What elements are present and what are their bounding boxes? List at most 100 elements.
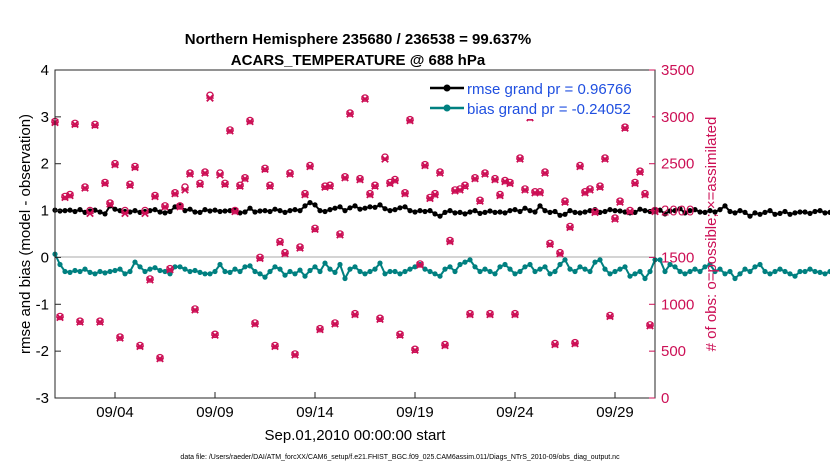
bias-point <box>752 264 758 270</box>
obs-possible-marker <box>291 350 299 358</box>
obs-assimilated-marker <box>376 315 384 324</box>
rmse-point <box>827 209 830 215</box>
y-right-tick-label: 2500 <box>661 156 694 173</box>
rmse-point <box>742 209 748 215</box>
bias-point <box>392 268 398 275</box>
axis-layer: -3 -2 -1 0 1 2 3 4 0 500 1000 1500 2000 2500 3000 3500 0… <box>36 62 695 421</box>
bias-point <box>787 271 793 277</box>
obs-assimilated-marker <box>251 320 259 328</box>
bias-point <box>637 268 643 275</box>
bias-point <box>207 271 213 277</box>
rmse-point <box>697 209 703 215</box>
x-tick-label: 09/04 <box>96 404 134 421</box>
rmse-point <box>417 208 423 214</box>
bias-point <box>377 260 383 266</box>
obs-possible-marker <box>576 161 584 170</box>
obs-possible-marker <box>376 314 384 323</box>
obs-possible-marker <box>281 248 289 257</box>
bias-point <box>402 268 408 275</box>
rmse-point <box>362 205 368 211</box>
rmse-point <box>397 205 403 211</box>
obs-possible-marker <box>436 168 444 176</box>
rmse-point <box>797 209 803 215</box>
bias-point <box>772 268 778 275</box>
obs-possible-marker <box>311 224 319 233</box>
obs-assimilated-marker <box>211 331 219 340</box>
obs-assimilated-marker <box>111 160 119 169</box>
obs-assimilated-marker <box>596 183 604 191</box>
obs-assimilated-marker <box>96 318 104 326</box>
obs-possible-marker <box>561 197 569 206</box>
obs-assimilated-marker <box>306 162 314 171</box>
obs-possible-marker <box>296 243 304 251</box>
rmse-point <box>537 203 543 209</box>
rmse-point <box>357 206 363 212</box>
obs-possible-marker <box>226 126 234 134</box>
bias-point <box>277 266 283 272</box>
obs-possible-marker <box>276 237 284 246</box>
obs-possible-marker <box>346 109 354 117</box>
rmse-point <box>332 205 338 211</box>
bias-point <box>577 264 583 270</box>
obs-assimilated-marker <box>586 186 594 194</box>
rmse-point <box>462 211 468 217</box>
obs-possible-marker <box>381 153 389 162</box>
x-tick-label: 09/24 <box>496 404 534 421</box>
bias-point <box>222 268 228 275</box>
bias-point <box>57 261 63 268</box>
obs-assimilated-marker <box>336 231 344 239</box>
bias-point <box>382 271 388 277</box>
obs-possible-marker <box>516 154 524 162</box>
bias-point <box>767 271 773 277</box>
rmse-point <box>707 208 713 214</box>
rmse-point <box>277 208 283 214</box>
obs-possible-marker <box>401 189 409 197</box>
bias-point <box>102 270 108 276</box>
rmse-point <box>527 208 533 214</box>
bias-point <box>537 266 543 272</box>
plot-frame <box>54 69 656 399</box>
bias-point <box>722 271 728 277</box>
obs-assimilated-marker <box>141 209 149 218</box>
bias-point <box>167 271 173 277</box>
bias-point <box>152 265 158 271</box>
obs-assimilated-marker <box>171 189 179 198</box>
obs-assimilated-marker <box>486 310 494 319</box>
obs-possible-marker <box>461 181 469 190</box>
bias-point <box>352 264 358 270</box>
rmse-point <box>737 208 743 214</box>
rmse-point <box>457 209 463 215</box>
bias-point <box>572 268 578 275</box>
bias-point <box>542 264 548 270</box>
rmse-point <box>822 210 828 216</box>
obs-possible-marker <box>136 341 144 350</box>
bias-point <box>157 267 163 274</box>
rmse-point <box>427 208 433 214</box>
bias-point <box>497 264 503 270</box>
rmse-point <box>367 204 373 210</box>
bias-point <box>642 275 648 282</box>
rmse-point <box>77 207 83 213</box>
rmse-point <box>522 205 528 211</box>
obs-assimilated-marker <box>566 223 574 232</box>
bias-point <box>132 259 138 265</box>
rmse-point <box>582 209 588 215</box>
obs-possible-marker <box>246 116 254 125</box>
obs-assimilated-marker <box>646 322 654 330</box>
bias-point <box>602 266 608 272</box>
obs-possible-marker <box>151 191 159 200</box>
bias-point <box>517 268 523 275</box>
rmse-point <box>702 209 708 215</box>
obs-assimilated-marker <box>161 202 169 211</box>
obs-possible-marker <box>391 175 399 184</box>
obs-possible-marker <box>441 340 449 349</box>
bias-point <box>742 266 748 272</box>
bias-point <box>782 268 788 275</box>
obs-possible-marker <box>96 317 104 326</box>
obs-assimilated-marker <box>281 249 289 258</box>
bias-point <box>822 271 828 277</box>
obs-possible-marker <box>621 123 629 132</box>
bias-point <box>397 271 403 277</box>
obs-assimilated-marker <box>521 186 529 194</box>
obs-assimilated-marker <box>316 325 324 334</box>
